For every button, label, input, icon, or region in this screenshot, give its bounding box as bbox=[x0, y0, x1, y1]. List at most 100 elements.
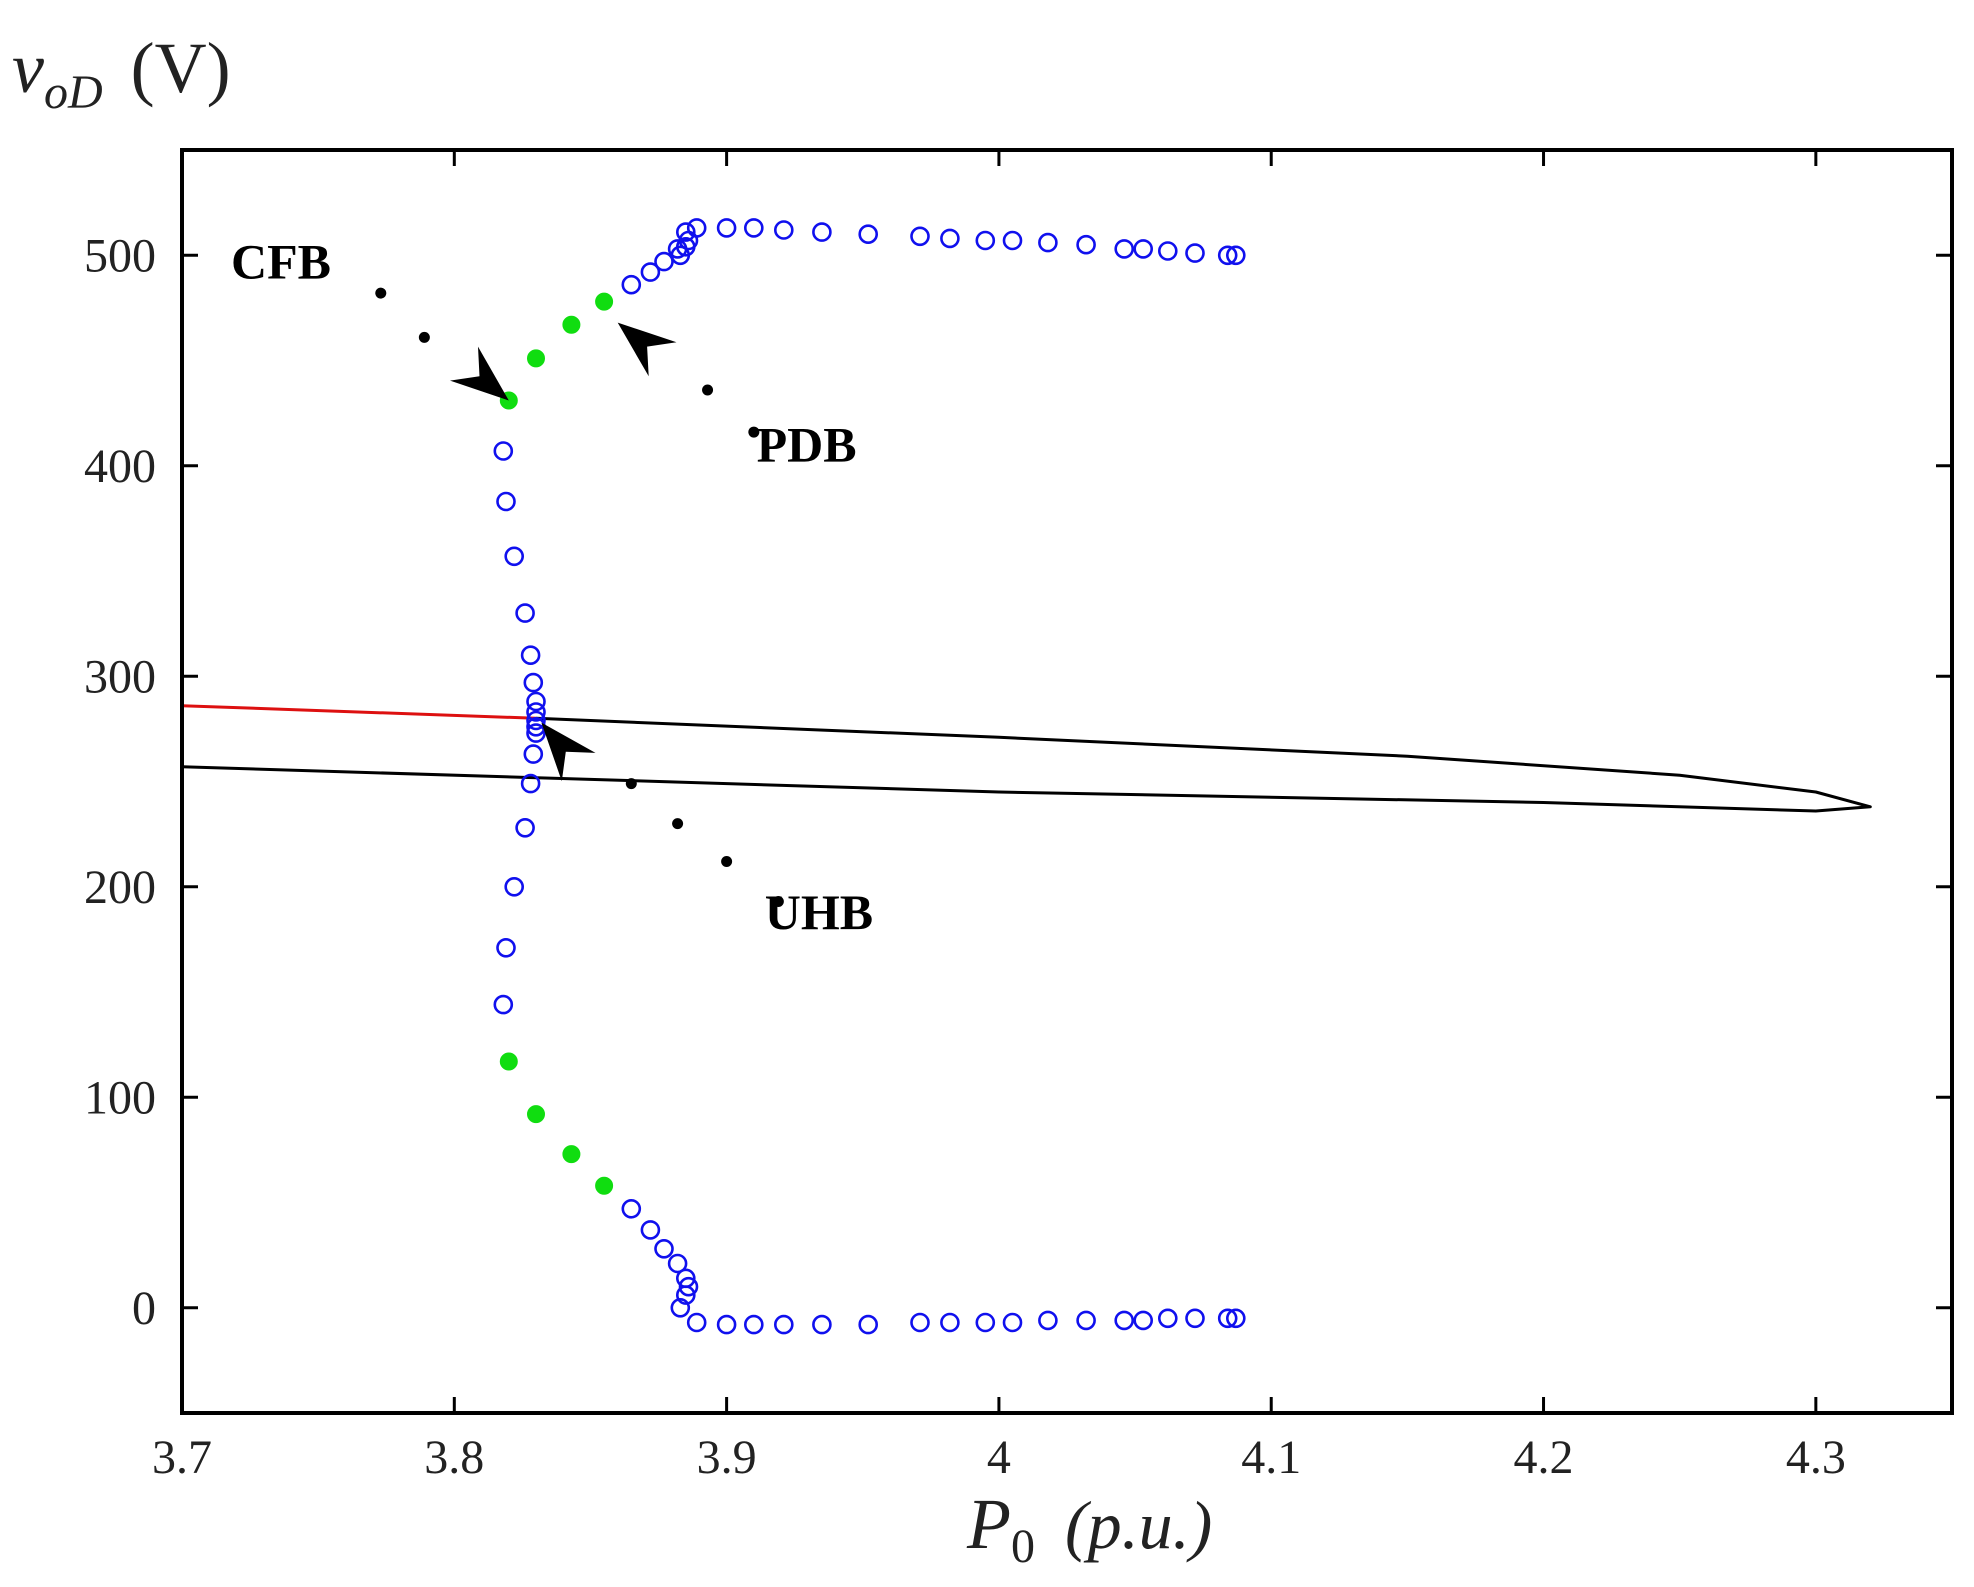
uhb-leader-dot-0 bbox=[625, 778, 637, 790]
y-axis-label: voD (V) bbox=[12, 28, 231, 119]
unstable-orbit-point-56 bbox=[520, 645, 541, 666]
pdb-arrowhead bbox=[617, 322, 677, 377]
unstable-orbit-point-65 bbox=[515, 817, 535, 838]
axis-ticks: 3.7 3.8 3.9 4 4.1 4.2 4.3 0 100 200 300 400 500 bbox=[84, 150, 1952, 1484]
unstable-orbit-point-54 bbox=[504, 546, 525, 567]
equilibrium-unstable-line bbox=[181, 716, 1872, 813]
unstable-orbit-point-42 bbox=[975, 230, 996, 251]
y-tick-label-3: 300 bbox=[84, 650, 156, 703]
unstable-orbit-point-41 bbox=[940, 228, 960, 249]
unstable-orbit-point-31 bbox=[654, 251, 674, 272]
y-tick-label-5: 500 bbox=[84, 229, 156, 282]
unstable-orbit-point-15 bbox=[940, 1312, 960, 1333]
y-tick-label-4: 400 bbox=[84, 440, 156, 493]
unstable-orbit-point-14 bbox=[910, 1312, 930, 1333]
y-tick-label-0: 0 bbox=[132, 1282, 156, 1335]
stable-orbit-point-2 bbox=[562, 315, 581, 334]
unstable-orbit-point-7 bbox=[621, 1199, 642, 1219]
cfb-leader-dot-0 bbox=[375, 287, 387, 299]
unstable-orbit-point-66 bbox=[504, 876, 525, 897]
uhb-leader-dot-1 bbox=[672, 818, 684, 830]
unstable-orbit-point-44 bbox=[1038, 232, 1058, 253]
stable-orbit-point-3 bbox=[595, 292, 614, 311]
unstable-orbit-point-29 bbox=[675, 222, 696, 242]
unstable-orbit-point-32 bbox=[640, 262, 661, 282]
unstable-orbit-point-36 bbox=[743, 218, 764, 238]
stable-orbit-point-1 bbox=[527, 349, 545, 368]
x-tick-label-5: 4.2 bbox=[1514, 1431, 1574, 1484]
x-tick-label-1: 3.8 bbox=[424, 1431, 484, 1484]
stable-orbit-point-4 bbox=[499, 1052, 518, 1071]
pdb-leader-dot-1 bbox=[748, 426, 760, 438]
unstable-orbit-point-4 bbox=[667, 1253, 688, 1274]
unstable-orbit-point-35 bbox=[716, 218, 737, 238]
unstable-orbit-point-10 bbox=[743, 1314, 764, 1335]
unstable-orbit-point-24 bbox=[1217, 1308, 1238, 1329]
unstable-orbit-point-64 bbox=[520, 773, 541, 794]
unstable-orbit-point-67 bbox=[496, 937, 516, 958]
unstable-orbit-point-9 bbox=[716, 1314, 737, 1335]
unstable-orbit-point-40 bbox=[910, 226, 930, 247]
cfb-arrowhead bbox=[450, 346, 509, 401]
unstable-orbit-point-43 bbox=[1002, 230, 1023, 251]
y-tick-label-2: 200 bbox=[84, 861, 156, 914]
stable-orbit-point-7 bbox=[595, 1176, 614, 1195]
unstable-orbit-point-48 bbox=[1158, 241, 1178, 261]
unstable-orbit-point-53 bbox=[496, 491, 516, 512]
unstable-orbit-point-38 bbox=[812, 222, 832, 242]
unstable-orbit-point-12 bbox=[812, 1314, 832, 1335]
unstable-orbit-point-60 bbox=[526, 710, 546, 731]
x-tick-label-4: 4.1 bbox=[1241, 1431, 1301, 1484]
equilibrium-stable-line bbox=[181, 704, 537, 720]
stable-orbit-point-5 bbox=[527, 1105, 545, 1124]
cfb-leader-dot-1 bbox=[418, 331, 430, 343]
unstable-orbit-point-62 bbox=[526, 723, 546, 743]
unstable-orbit-point-58 bbox=[526, 691, 546, 712]
unstable-orbit-point-37 bbox=[773, 220, 794, 240]
unstable-orbit-point-59 bbox=[526, 702, 546, 722]
unstable-orbit-point-50 bbox=[1217, 245, 1238, 266]
unstable-orbit-point-68 bbox=[493, 994, 514, 1015]
uhb-arrowhead bbox=[541, 722, 596, 782]
y-tick-label-1: 100 bbox=[84, 1071, 156, 1124]
unstable-orbit-point-25 bbox=[1226, 1308, 1246, 1329]
unstable-orbit-point-17 bbox=[1002, 1312, 1023, 1333]
pdb-leader-dot-0 bbox=[702, 384, 714, 396]
unstable-orbit-point-51 bbox=[1226, 245, 1246, 266]
unstable-orbit-point-57 bbox=[523, 672, 544, 693]
x-tick-label-6: 4.3 bbox=[1786, 1431, 1846, 1484]
unstable-orbit-point-22 bbox=[1158, 1308, 1178, 1329]
uhb-leader-dot-3 bbox=[772, 895, 784, 907]
unstable-orbit-point-49 bbox=[1185, 243, 1205, 263]
x-tick-label-3: 4 bbox=[987, 1431, 1011, 1484]
x-axis-label: P0 (p.u.) bbox=[966, 1484, 1212, 1573]
unstable-orbit-point-46 bbox=[1114, 239, 1134, 259]
unstable-orbit-point-18 bbox=[1038, 1310, 1058, 1331]
unstable-orbit-point-34 bbox=[686, 218, 707, 238]
unstable-orbit-point-52 bbox=[493, 441, 514, 461]
uhb-leader-dot-2 bbox=[721, 855, 733, 867]
unstable-orbit-point-2 bbox=[678, 1276, 699, 1297]
unstable-orbit-point-0 bbox=[670, 1298, 691, 1318]
unstable-orbit-point-3 bbox=[675, 1268, 696, 1289]
uhb-label: UHB bbox=[765, 884, 873, 940]
cfb-label: CFB bbox=[231, 233, 331, 289]
unstable-orbit-point-8 bbox=[686, 1312, 707, 1333]
unstable-orbit-point-19 bbox=[1076, 1310, 1096, 1331]
unstable-orbit-point-47 bbox=[1133, 239, 1153, 259]
unstable-orbit-point-20 bbox=[1114, 1310, 1134, 1331]
pdb-label: PDB bbox=[757, 417, 857, 473]
unstable-orbit-point-33 bbox=[621, 274, 642, 295]
plot-frame bbox=[180, 148, 1954, 1415]
unstable-orbit-point-45 bbox=[1076, 234, 1096, 255]
x-tick-label-2: 3.9 bbox=[697, 1431, 757, 1484]
unstable-orbit-point-63 bbox=[523, 744, 544, 764]
x-tick-label-0: 3.7 bbox=[152, 1431, 212, 1484]
unstable-orbit-point-11 bbox=[773, 1314, 794, 1335]
unstable-orbit-point-16 bbox=[975, 1312, 996, 1333]
annotations: CFB PDB UHB bbox=[231, 233, 873, 939]
unstable-orbit-point-39 bbox=[858, 224, 879, 244]
unstable-orbit-point-6 bbox=[640, 1220, 661, 1240]
stable-orbit-point-6 bbox=[562, 1145, 581, 1164]
